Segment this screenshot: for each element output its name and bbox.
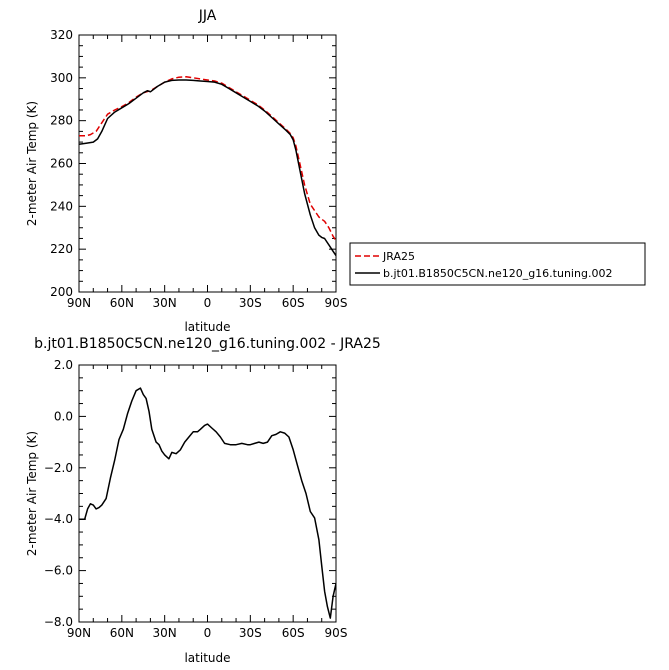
y-tick-label: 260 xyxy=(50,157,73,171)
x-tick-label: 30N xyxy=(153,626,177,640)
x-tick-label: 90S xyxy=(325,296,348,310)
x-tick-label: 90N xyxy=(67,296,91,310)
y-axis-label: 2-meter Air Temp (K) xyxy=(25,101,39,226)
panel-2: b.jt01.B1850C5CN.ne120_g16.tuning.002 - … xyxy=(25,336,381,665)
panel-1: JJA 90N 60N 30N 0 30S 60S 90S 200 220 240 260 280 300… xyxy=(25,8,646,334)
x-tick-label: 0 xyxy=(204,296,212,310)
y-tick-label: 280 xyxy=(50,114,73,128)
x-tick-label: 60S xyxy=(282,626,305,640)
y-tick-label: −8.0 xyxy=(44,615,73,629)
y-tick-label: −2.0 xyxy=(44,461,73,475)
x-tick-label: 90S xyxy=(325,626,348,640)
y-tick-label: 300 xyxy=(50,71,73,85)
y-tick-label: 0.0 xyxy=(54,409,73,423)
y-tick-label: 200 xyxy=(50,285,73,299)
x-tick-label: 0 xyxy=(204,626,212,640)
series-line-1 xyxy=(79,387,336,619)
series-line-1 xyxy=(79,76,336,242)
legend-label: b.jt01.B1850C5CN.ne120_g16.tuning.002 xyxy=(383,267,612,280)
legend: JRA25 b.jt01.B1850C5CN.ne120_g16.tuning.0… xyxy=(349,242,646,286)
y-tick-label: 220 xyxy=(50,242,73,256)
series-line-2 xyxy=(79,79,336,257)
plot-frame xyxy=(78,364,337,623)
y-tick-label: −4.0 xyxy=(44,512,73,526)
y-tick-label: 2.0 xyxy=(54,358,73,372)
y-tick-label: 320 xyxy=(50,28,73,42)
plot-frame xyxy=(78,34,337,293)
y-tick-label: −6.0 xyxy=(44,564,73,578)
x-axis-label: latitude xyxy=(184,320,230,334)
x-tick-label: 60S xyxy=(282,296,305,310)
legend-box xyxy=(349,242,646,286)
x-tick-label: 30S xyxy=(239,626,262,640)
y-tick-label: 240 xyxy=(50,199,73,213)
panel-title: JJA xyxy=(198,8,217,24)
x-tick-label: 60N xyxy=(110,626,134,640)
y-axis-label: 2-meter Air Temp (K) xyxy=(25,431,39,556)
x-axis-label: latitude xyxy=(184,651,230,665)
panel-title: b.jt01.B1850C5CN.ne120_g16.tuning.002 - … xyxy=(34,336,381,352)
x-tick-label: 90N xyxy=(67,626,91,640)
x-tick-label: 30S xyxy=(239,296,262,310)
legend-label: JRA25 xyxy=(382,250,415,263)
x-tick-label: 60N xyxy=(110,296,134,310)
x-tick-label: 30N xyxy=(153,296,177,310)
